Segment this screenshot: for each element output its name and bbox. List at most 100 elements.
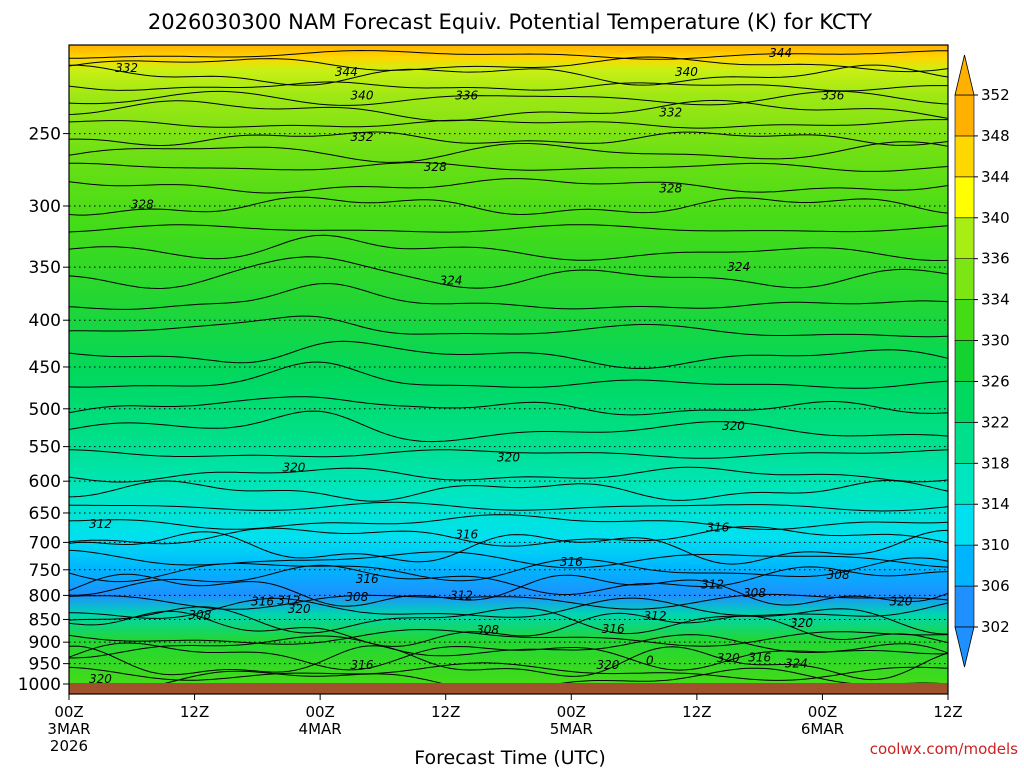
contour-line xyxy=(69,340,948,369)
contour-line xyxy=(69,645,948,681)
contour-line xyxy=(69,597,948,619)
y-tick-label: 950 xyxy=(29,655,61,675)
contour-line xyxy=(69,234,948,261)
x-tick-label: 00Z xyxy=(557,703,586,721)
contour-line xyxy=(155,667,948,685)
contour-label: 332 xyxy=(115,61,138,75)
contour-line xyxy=(69,410,948,443)
contour-line xyxy=(69,396,948,416)
colorbar-tick-label: 340 xyxy=(981,209,1010,227)
colorbar-tick-label: 318 xyxy=(981,454,1010,472)
contour-label: 324 xyxy=(727,260,750,274)
x-tick-label: 12Z xyxy=(431,703,460,721)
contour-line xyxy=(69,131,948,146)
contour-label: 308 xyxy=(188,608,211,622)
colorbar-top-arrow xyxy=(954,54,975,96)
contour-line xyxy=(69,282,948,310)
contour-line xyxy=(69,501,948,512)
y-tick-label: 850 xyxy=(29,610,61,630)
colorbar-segment xyxy=(954,544,975,587)
contour-line xyxy=(69,564,948,596)
colorbar: 302 306 310 314 318 322 326 330 334 336 340 344 348 3… xyxy=(954,54,1010,668)
x-tick-label: 3MAR xyxy=(47,720,90,738)
contour-label: 316 xyxy=(351,658,374,672)
colorbar-segment xyxy=(954,299,975,341)
x-axis-title: Forecast Time (UTC) xyxy=(414,747,605,768)
contour-label: 316 xyxy=(251,594,274,608)
colorbar-segment xyxy=(954,463,975,505)
contour-label: 320 xyxy=(497,450,520,464)
colorbar-segment xyxy=(954,422,975,464)
y-tick-label: 650 xyxy=(29,504,61,524)
contour-label: 316 xyxy=(356,572,379,586)
colorbar-segment xyxy=(954,135,975,178)
terrain-bar xyxy=(69,683,948,694)
contour-line xyxy=(69,56,948,73)
contour-line xyxy=(69,662,948,681)
contour-line xyxy=(69,606,948,635)
y-tick-label: 750 xyxy=(29,561,61,581)
colorbar-segment xyxy=(954,503,975,546)
contour-line xyxy=(69,557,948,583)
contour-labels: 332 344 340 336 344 340 336 332 332 328 328 328 324 3… xyxy=(89,46,913,686)
colorbar-tick-label: 344 xyxy=(981,168,1010,186)
contour-label: 336 xyxy=(455,88,478,102)
colorbar-tick-label: 326 xyxy=(981,372,1010,390)
contour-line xyxy=(69,479,948,502)
y-tick-label: 1000 xyxy=(18,675,61,695)
contour-label: 312 xyxy=(701,577,724,591)
contour-line xyxy=(69,99,948,122)
contour-label: 312 xyxy=(277,593,300,607)
contour-label: 312 xyxy=(89,517,112,531)
contour-line xyxy=(69,610,948,647)
x-tick-label: 00Z xyxy=(808,703,837,721)
contour-line xyxy=(69,162,948,172)
colorbar-tick-label: 314 xyxy=(981,495,1010,513)
contour-line xyxy=(69,64,948,86)
contour-line xyxy=(69,514,948,531)
colorbar-tick-label: 330 xyxy=(981,332,1010,350)
contour-label: 328 xyxy=(659,181,682,195)
contour-label: 328 xyxy=(424,160,447,174)
chart-title: 2026030300 NAM Forecast Equiv. Potential… xyxy=(148,10,872,34)
contour-line xyxy=(69,573,948,607)
contour-line xyxy=(69,466,948,483)
colorbar-tick-label: 336 xyxy=(981,250,1010,268)
contour-line xyxy=(69,141,948,163)
colorbar-segment xyxy=(954,217,975,259)
contour-label: 336 xyxy=(821,88,844,102)
y-axis: 250 300 350 400 450 500 550 600 650 700 750 800 850 9… xyxy=(18,125,69,695)
contour-line xyxy=(69,361,948,389)
contour-label: 328 xyxy=(131,198,154,212)
contour-label: 316 xyxy=(602,622,625,636)
contour-label: 320 xyxy=(288,602,311,616)
contour-label: 320 xyxy=(596,658,619,672)
colorbar-tick-label: 352 xyxy=(981,86,1010,104)
contour-label: 340 xyxy=(351,88,374,102)
contour-label: 316 xyxy=(455,527,478,541)
x-tick-label: 12Z xyxy=(180,703,209,721)
contour-line xyxy=(69,593,948,610)
y-tick-label: 300 xyxy=(29,197,61,217)
colorbar-segment xyxy=(954,94,975,137)
contour-line xyxy=(69,49,948,60)
contour-label: 316 xyxy=(748,650,771,664)
colorbar-tick-label: 302 xyxy=(981,618,1010,636)
contour-label: 320 xyxy=(283,461,306,475)
contour-label: 324 xyxy=(439,274,462,288)
contour-line xyxy=(69,178,948,194)
colorbar-segment xyxy=(954,258,975,300)
contour-label: 308 xyxy=(743,586,766,600)
y-tick-label: 700 xyxy=(29,533,61,553)
x-tick-label: 4MAR xyxy=(299,720,342,738)
y-tick-label: 350 xyxy=(29,258,61,278)
contour-line xyxy=(69,642,948,671)
contour-line xyxy=(69,196,948,216)
contour-line xyxy=(69,81,948,92)
contour-label: 340 xyxy=(675,65,698,79)
colorbar-tick-label: 348 xyxy=(981,127,1010,145)
contour-label: 312 xyxy=(644,609,667,623)
contour-label: 320 xyxy=(790,616,813,630)
